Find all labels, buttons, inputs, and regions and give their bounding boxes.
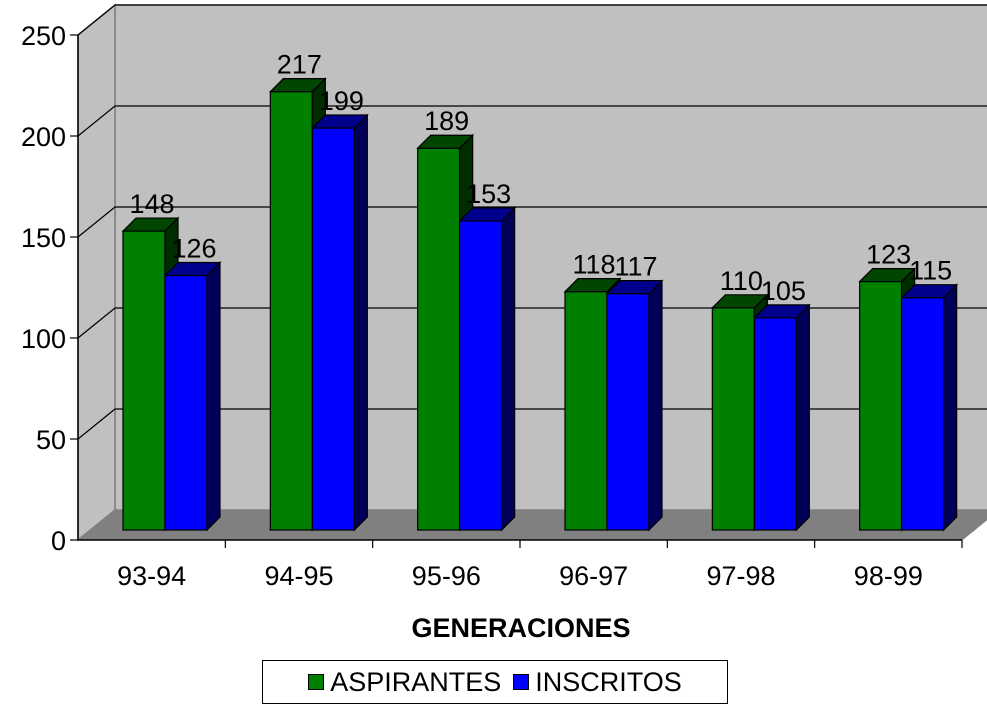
bar-front — [753, 317, 797, 531]
legend-swatch-inscritos — [513, 674, 530, 690]
bar-front — [901, 297, 945, 531]
bar-front — [311, 127, 355, 531]
data-label: 217 — [277, 50, 322, 80]
data-label: 105 — [761, 276, 806, 306]
legend-label-aspirantes: ASPIRANTES — [330, 666, 502, 697]
bar-front — [417, 147, 461, 531]
gridline — [77, 4, 987, 36]
data-label: 117 — [614, 252, 657, 282]
bar-top — [900, 284, 959, 299]
data-label: 189 — [424, 106, 469, 136]
legend-item-aspirantes: ASPIRANTES — [308, 667, 501, 698]
bar-top — [752, 304, 811, 319]
legend-item-inscritos: INSCRITOS — [513, 667, 682, 698]
bar-side — [943, 283, 958, 532]
bar-front — [122, 230, 166, 531]
gridline — [77, 408, 987, 440]
x-tick-label: 97-98 — [706, 561, 775, 591]
gridlines — [77, 4, 987, 440]
data-label: 115 — [909, 256, 952, 286]
side-wall — [77, 3, 116, 542]
x-tick-label: 94-95 — [264, 561, 333, 591]
bar-front — [269, 91, 313, 531]
y-tick-label: 150 — [21, 223, 66, 253]
y-tick-label: 0 — [51, 526, 66, 556]
bar-top — [121, 217, 180, 232]
bar-front — [606, 293, 650, 531]
bar-top — [458, 207, 517, 222]
data-label: 126 — [171, 233, 216, 263]
bar-top — [563, 278, 622, 293]
y-tick-label: 250 — [21, 21, 66, 51]
bar-front — [564, 291, 608, 531]
axes — [70, 34, 963, 548]
gridline — [77, 105, 987, 137]
x-tick-label: 96-97 — [559, 561, 628, 591]
bar-front — [711, 307, 755, 531]
bar-side — [501, 206, 516, 532]
y-tick-label: 100 — [21, 324, 66, 354]
x-axis-title: GENERACIONES — [411, 613, 630, 643]
bar-side — [353, 113, 368, 532]
bar-top — [858, 267, 917, 283]
legend: ASPIRANTES INSCRITOS — [262, 660, 728, 704]
data-label: 148 — [129, 189, 174, 219]
bar-top — [310, 114, 369, 129]
bar-side — [795, 303, 810, 532]
y-tick-label: 200 — [21, 122, 66, 152]
back-wall — [114, 4, 987, 511]
x-tick-label: 98-99 — [854, 561, 923, 591]
data-label: 110 — [720, 266, 763, 296]
bar-front — [459, 220, 503, 531]
bar-side — [206, 261, 221, 532]
bar-top — [605, 280, 664, 295]
y-tick-label: 50 — [36, 425, 66, 455]
data-label: 199 — [319, 86, 364, 116]
bar-inscritos-94-95 — [310, 113, 369, 532]
bar-inscritos-95-96 — [458, 206, 517, 532]
data-label: 118 — [572, 250, 615, 280]
gridline — [77, 307, 987, 339]
bar-top — [710, 294, 769, 309]
bar-top — [163, 261, 222, 277]
bar-top — [416, 134, 475, 149]
bar-side — [648, 279, 663, 532]
labels: 0 50 100 150 200 250 93-94 148 126 94-95 217 199 95-… — [21, 21, 952, 591]
data-label: 153 — [466, 179, 511, 209]
bar-inscritos-97-98 — [752, 303, 811, 532]
bars — [121, 77, 959, 532]
bar-top — [268, 78, 327, 93]
bar-inscritos-93-94 — [163, 261, 222, 532]
gridline — [77, 206, 987, 238]
legend-swatch-aspirantes — [308, 674, 325, 690]
x-tick-label: 95-96 — [412, 561, 481, 591]
bar-front — [859, 280, 903, 531]
bar-inscritos-96-97 — [605, 279, 664, 532]
chart-walls — [76, 3, 987, 542]
bar-front — [164, 274, 208, 531]
x-tick-label: 93-94 — [117, 561, 186, 591]
data-label: 123 — [866, 240, 911, 270]
legend-label-inscritos: INSCRITOS — [535, 666, 682, 697]
bar-inscritos-98-99 — [900, 283, 959, 532]
